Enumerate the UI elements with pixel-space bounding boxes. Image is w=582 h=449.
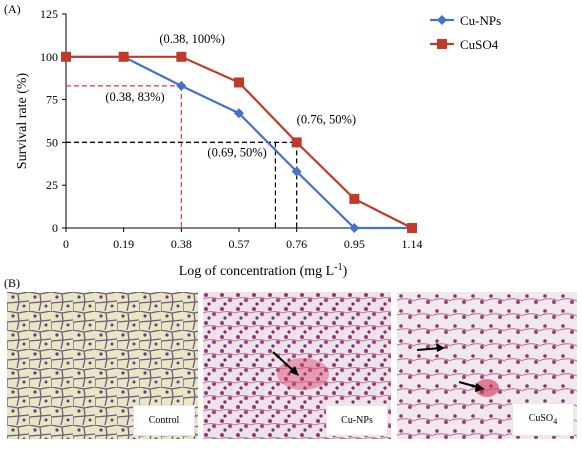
x-tick-label: 0.38 [171, 237, 192, 251]
data-point [291, 137, 302, 148]
legend-marker [437, 39, 447, 49]
arrowhead-icon [289, 366, 299, 376]
annotation-label: (0.38, 100%) [159, 32, 225, 46]
x-tick-label: 0 [63, 237, 69, 251]
data-point [61, 51, 71, 62]
data-point [176, 51, 187, 62]
arrowhead-icon [436, 343, 445, 352]
x-tick-label: 0.76 [286, 237, 307, 251]
x-tick-label: 1.14 [402, 237, 423, 251]
cu-nps-label: Cu-NPs [326, 405, 388, 436]
data-point [176, 80, 187, 91]
annotation-label: (0.76, 50%) [297, 112, 356, 126]
y-tick-label: 0 [52, 221, 58, 235]
y-axis-label: Survival rate (%) [15, 72, 30, 169]
x-tick-label: 0.95 [344, 237, 365, 251]
panel-a-tag: (A) [4, 2, 21, 16]
data-point [349, 193, 360, 204]
micrograph-control: Control [7, 292, 198, 439]
panel-b-tag: (B) [4, 276, 20, 290]
legend-label: CuSO4 [460, 37, 499, 52]
control-label: Control [133, 405, 195, 436]
y-tick-label: 125 [40, 7, 58, 21]
data-point [234, 77, 244, 88]
data-point [234, 108, 244, 119]
y-tick-label: 75 [46, 93, 58, 107]
data-point [407, 223, 417, 233]
legend-label: Cu-NPs [460, 13, 501, 28]
y-tick-label: 25 [46, 178, 58, 192]
data-point [291, 166, 302, 177]
annotation-label: (0.38, 83%) [105, 90, 164, 104]
x-tick-label: 0.57 [229, 237, 250, 251]
cuso4-label: CuSO4 [512, 403, 574, 436]
x-tick-label: 0.19 [113, 237, 134, 251]
arrowhead-icon [475, 383, 485, 392]
data-point [118, 51, 129, 62]
y-tick-label: 50 [46, 135, 58, 149]
data-point [349, 223, 360, 233]
survival-rate-chart: 0 25 50 75 100 125 0 0.19 0.38 0.57 0.76 0.95 1.14 (0… [15, 7, 501, 279]
micrograph-cuso4: CuSO4 [397, 292, 577, 439]
annotation-label: (0.69, 50%) [207, 145, 266, 159]
x-axis-label: Log of concentration (mg L-1) [179, 262, 348, 279]
y-tick-label: 100 [40, 50, 58, 64]
legend-marker [437, 15, 447, 25]
micrograph-cu-nps: Cu-NPs [203, 292, 391, 439]
